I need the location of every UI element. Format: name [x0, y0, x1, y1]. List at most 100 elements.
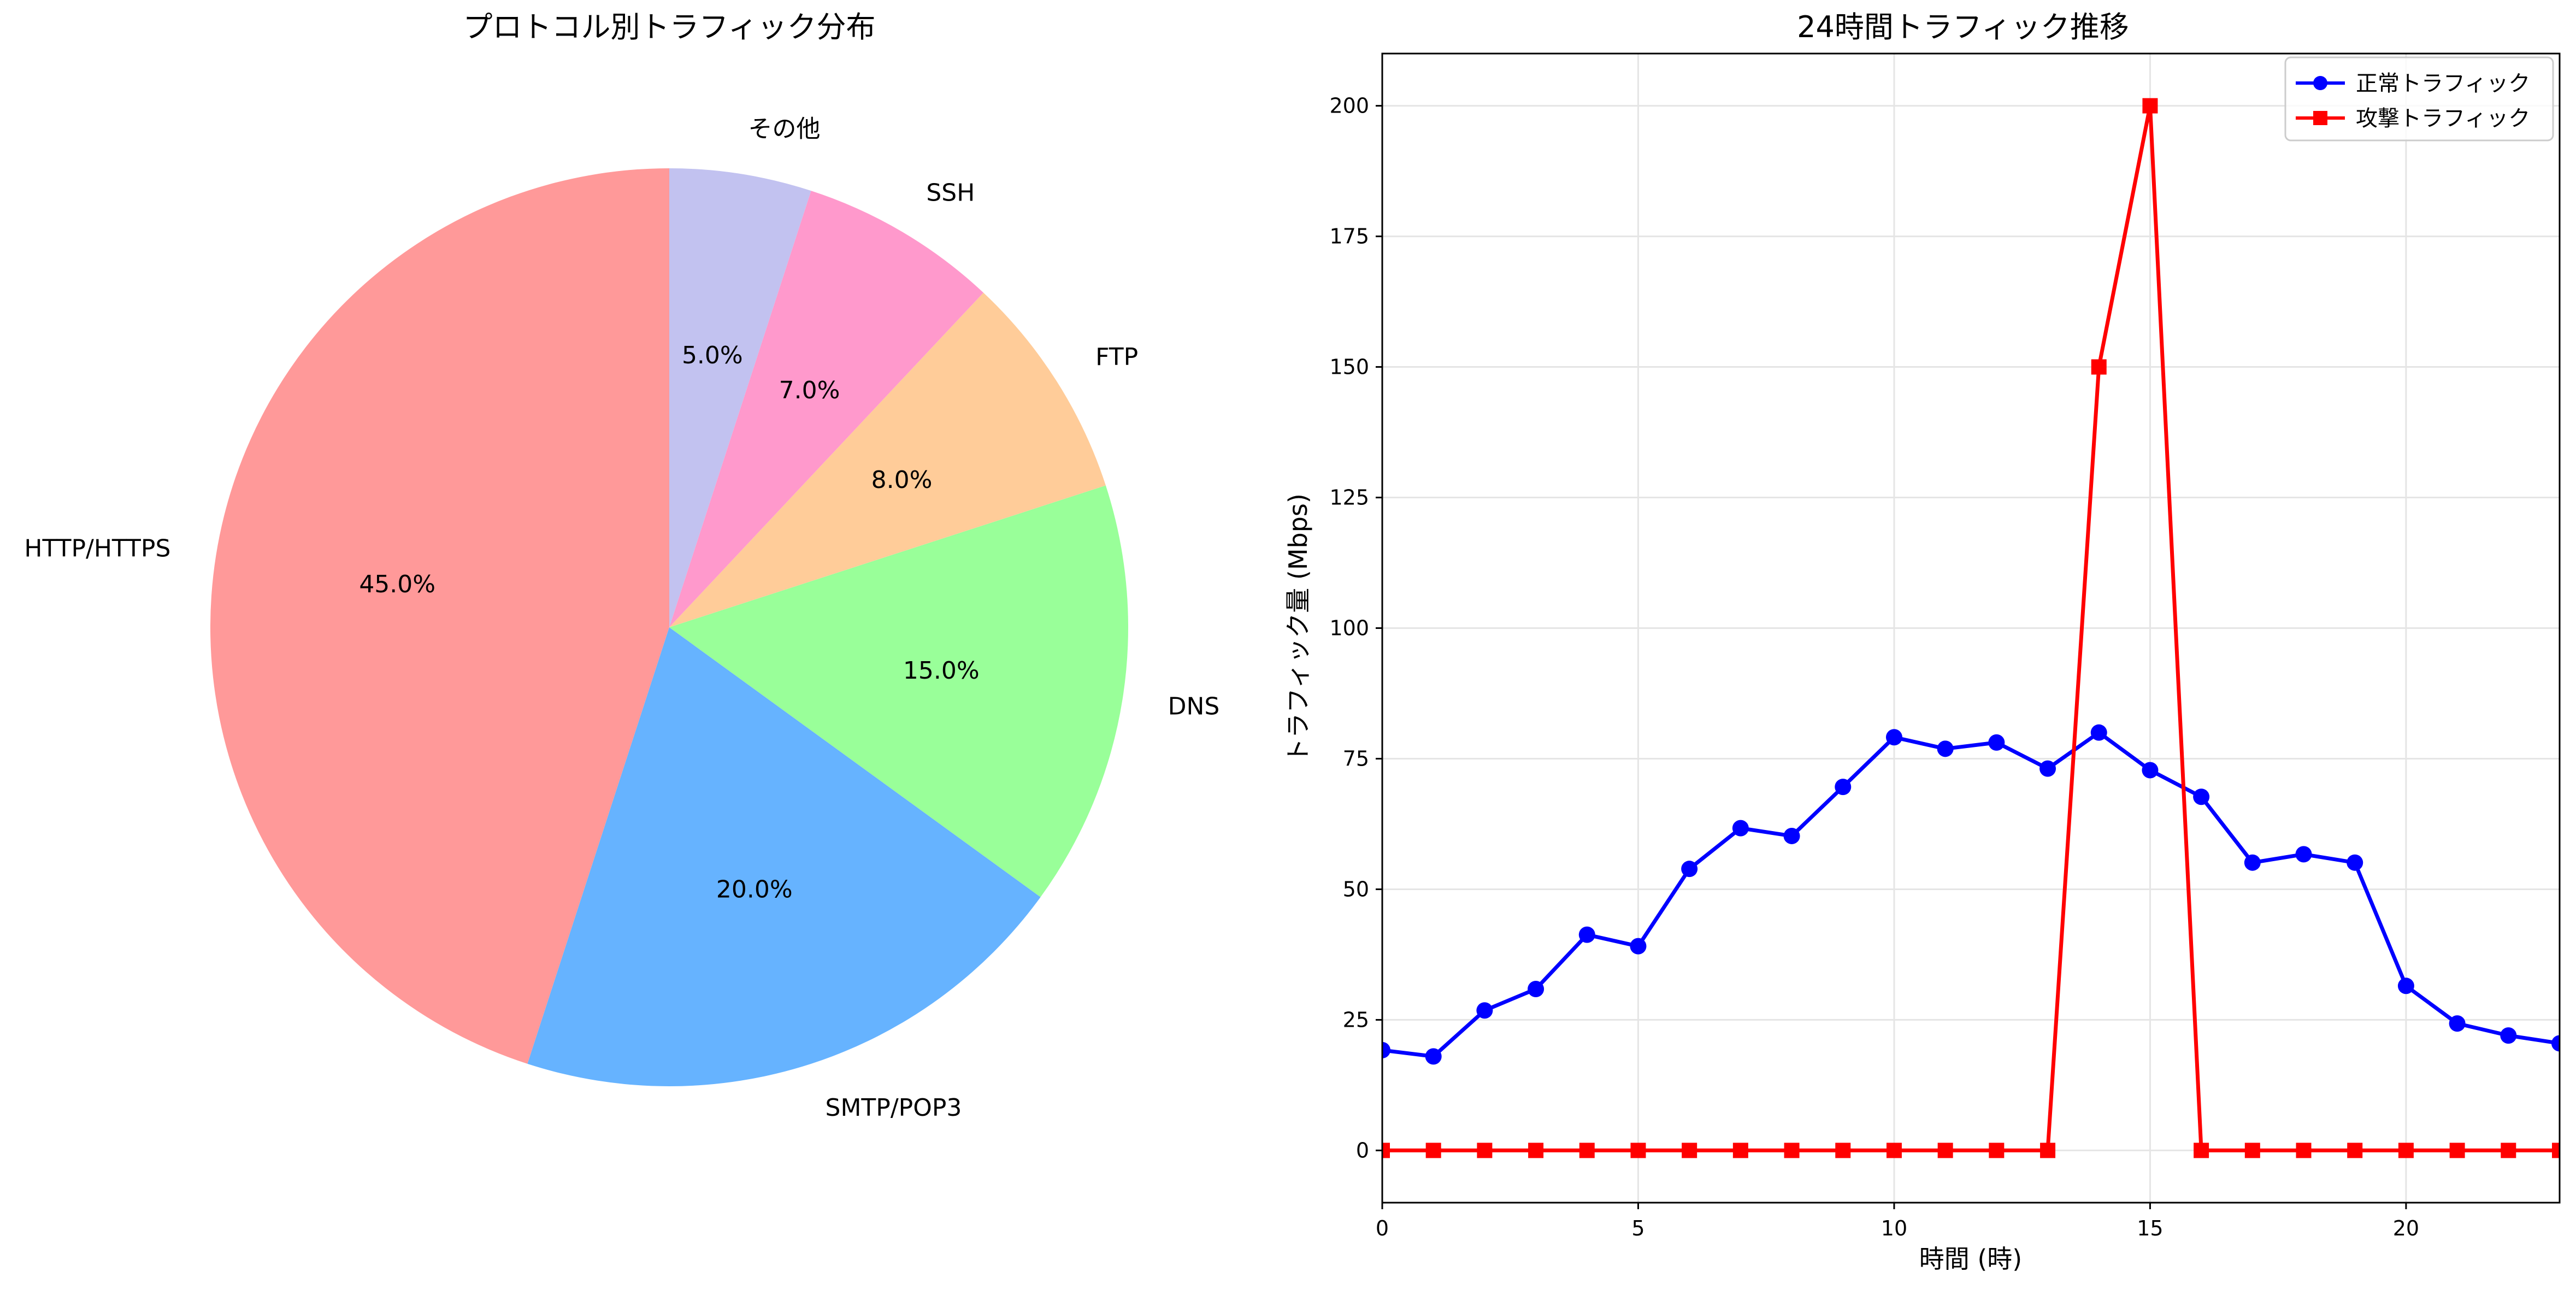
pie-category-label: FTP — [1095, 343, 1138, 371]
y-tick-label: 0 — [1356, 1138, 1369, 1162]
data-point-marker — [2142, 98, 2158, 114]
legend-box — [2284, 56, 2554, 142]
pie-category-label: SSH — [926, 179, 975, 207]
line-chart-panel: 24時間トラフィック推移 0 5 10 15 20 0 25 50 75 100 125 150 17… — [1283, 10, 2561, 1274]
x-tick-label: 0 — [1376, 1216, 1389, 1240]
data-point-marker — [1732, 820, 1749, 837]
data-point-marker — [2244, 854, 2261, 871]
data-point-marker — [2398, 1143, 2414, 1158]
data-point-marker — [1937, 1143, 1953, 1158]
pie-slices — [210, 168, 1128, 1087]
data-point-marker — [1784, 1143, 1800, 1158]
y-tick-label: 75 — [1343, 746, 1369, 770]
y-tick-label: 25 — [1343, 1008, 1369, 1032]
pie-slice — [669, 292, 1106, 627]
y-tick-label: 200 — [1329, 94, 1369, 118]
data-point-marker — [2040, 1143, 2056, 1158]
pie-percent-label: 45.0% — [359, 570, 435, 598]
x-tick-label: 20 — [2393, 1216, 2419, 1240]
normal-traffic-line — [1382, 731, 2560, 1058]
data-point-marker — [2091, 359, 2107, 375]
data-point-marker — [1382, 1041, 1390, 1058]
line-series — [1382, 98, 2560, 1158]
y-axis-label: トラフィック量 (Mbps) — [1283, 493, 1313, 763]
data-point-marker — [1528, 981, 1545, 998]
pie-chart-title: プロトコル別トラフィック分布 — [463, 10, 876, 44]
pie-slice — [527, 627, 1041, 1087]
x-tick-label: 10 — [1881, 1216, 1907, 1240]
pie-slice — [669, 485, 1128, 897]
x-axis-label: 時間 (時) — [1919, 1244, 2023, 1274]
pie-percent-label: 5.0% — [682, 342, 743, 369]
data-point-marker — [2142, 762, 2159, 779]
data-point-marker — [1988, 734, 2005, 751]
legend: 正常トラフィック 攻撃トラフィック — [2284, 56, 2554, 142]
data-point-marker — [1682, 1143, 1697, 1158]
data-point-marker — [2039, 760, 2056, 777]
data-point-marker — [1989, 1143, 2005, 1158]
x-axis-ticks: 0 5 10 15 20 — [1376, 1203, 2419, 1240]
line-chart-title: 24時間トラフィック推移 — [1797, 10, 2129, 44]
data-point-marker — [1681, 861, 1698, 878]
data-point-marker — [1732, 1143, 1748, 1158]
data-point-marker — [2296, 1143, 2312, 1158]
pie-slice — [669, 191, 984, 627]
legend-label-attack: 攻撃トラフィック — [2356, 106, 2530, 131]
legend-item-attack: 攻撃トラフィック — [2296, 106, 2530, 131]
data-point-marker — [2090, 724, 2107, 741]
data-point-marker — [2244, 1143, 2260, 1158]
attack-traffic-line — [1382, 104, 2560, 1152]
pie-slice — [210, 168, 669, 1064]
pie-percent-label: 20.0% — [716, 875, 793, 903]
pie-category-label: SMTP/POP3 — [826, 1094, 962, 1122]
x-tick-label: 5 — [1631, 1216, 1644, 1240]
data-point-marker — [1382, 1143, 1390, 1158]
y-tick-label: 125 — [1329, 486, 1369, 510]
data-point-marker — [2552, 1143, 2560, 1158]
pie-chart-panel: プロトコル別トラフィック分布 45.0% HTTP/HTTPS 20.0% SMTP/… — [24, 10, 1219, 1122]
data-point-marker — [1630, 938, 1647, 955]
data-point-marker — [2194, 1143, 2209, 1158]
pie-percent-label: 15.0% — [903, 657, 980, 685]
data-point-marker — [1425, 1048, 1442, 1065]
data-point-marker — [1425, 1143, 1441, 1158]
circle-marker-icon — [2313, 76, 2327, 90]
data-point-marker — [2449, 1015, 2466, 1032]
data-point-marker — [1937, 740, 1954, 757]
data-point-marker — [1528, 1143, 1544, 1158]
pie-category-label: DNS — [1168, 693, 1220, 721]
pie-percent-label: 7.0% — [779, 376, 840, 404]
pie-labels: 45.0% HTTP/HTTPS 20.0% SMTP/POP3 15.0% DNS 8.0… — [24, 115, 1219, 1121]
data-point-marker — [2347, 854, 2363, 871]
pie-slice — [669, 168, 811, 627]
data-point-marker — [1835, 779, 1852, 796]
data-point-marker — [2501, 1143, 2516, 1158]
data-point-marker — [1476, 1002, 1493, 1019]
data-point-marker — [1630, 1143, 1646, 1158]
data-point-marker — [1886, 1143, 1902, 1158]
data-point-marker — [1578, 926, 1595, 943]
data-point-marker — [1477, 1143, 1493, 1158]
legend-item-normal: 正常トラフィック — [2296, 71, 2530, 96]
data-point-marker — [1835, 1143, 1851, 1158]
data-point-marker — [2347, 1143, 2363, 1158]
pie-category-label: HTTP/HTTPS — [24, 534, 170, 562]
y-tick-label: 100 — [1329, 616, 1369, 640]
data-point-marker — [2551, 1035, 2560, 1052]
pie-category-label: その他 — [748, 115, 821, 143]
data-point-marker — [2500, 1027, 2517, 1044]
square-marker-icon — [2313, 111, 2327, 125]
pie-percent-label: 8.0% — [871, 466, 933, 494]
x-tick-label: 15 — [2137, 1216, 2163, 1240]
y-axis-ticks: 0 25 50 75 100 125 150 175 200 — [1329, 94, 1382, 1162]
grid-lines — [1381, 54, 2560, 1203]
data-point-marker — [1885, 729, 1902, 746]
y-tick-label: 150 — [1329, 355, 1369, 379]
data-point-marker — [1783, 827, 1800, 844]
data-point-marker — [2193, 788, 2210, 805]
y-tick-label: 50 — [1343, 877, 1369, 901]
data-point-marker — [2397, 978, 2414, 994]
y-tick-label: 175 — [1329, 225, 1369, 249]
